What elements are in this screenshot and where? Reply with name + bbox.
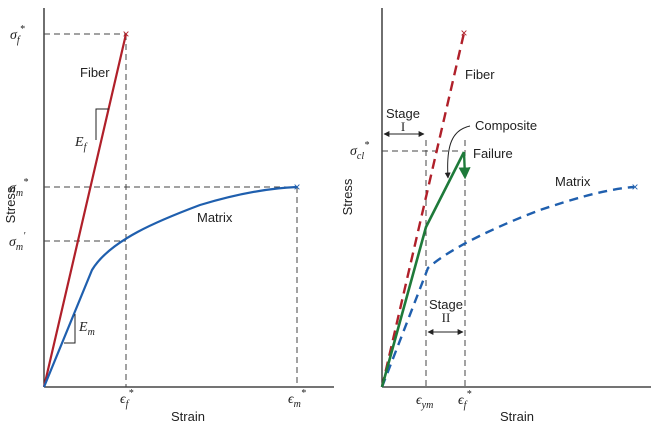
right-fiber-curve [380,32,466,388]
fiber-slope-triangle [95,108,109,140]
tick-eps-ym: ϵym [416,393,433,411]
tick-eps-f-star: ϵf* [120,388,133,410]
modulus-matrix-label: Em [78,320,95,338]
stage-1-number: I [401,119,405,134]
failure-label: Failure [473,146,513,161]
left-fiber-label: Fiber [80,65,110,80]
left-x-axis-title: Strain [171,409,205,424]
matrix-slope-triangle [64,314,76,344]
right-matrix-failure-marker: × [631,180,638,194]
stage-2-label: Stage [429,297,463,312]
tick-eps-f-star-right: ϵf* [458,389,471,411]
stage-2-number: II [442,310,451,325]
composite-pointer-arrow [444,125,471,179]
modulus-fiber-label: Ef [74,135,88,153]
tick-sigma-f-star: σf* [10,24,25,46]
right-panel: × × Stage I Stage II Composite Failure F… [340,8,651,424]
right-fiber-label: Fiber [465,67,495,82]
stage-1-label: Stage [386,106,420,121]
tick-sigma-cl-star: σcl* [350,140,369,162]
left-panel: × × Fiber Matrix Ef Em σf* σm* σm' ϵf* ϵ… [3,8,334,424]
tick-eps-m-star: ϵm* [288,388,306,410]
composite-label: Composite [475,118,537,133]
tick-sigma-m-prime: σm' [9,231,26,253]
tick-sigma-m-star: σm* [9,177,28,199]
right-matrix-curve [380,185,635,388]
left-matrix-label: Matrix [197,210,233,225]
right-y-axis-title: Stress [340,178,355,215]
left-fiber-curve [42,33,128,388]
left-matrix-failure-marker: × [293,180,300,194]
right-x-axis-title: Strain [500,409,534,424]
left-matrix-curve [42,185,298,388]
right-fiber-failure-marker: × [460,26,467,40]
composite-curve [380,151,466,388]
composite-failure-drop [458,151,471,180]
right-matrix-label: Matrix [555,174,591,189]
left-y-axis-title: Stress [3,186,18,223]
left-fiber-failure-marker: × [122,27,129,41]
